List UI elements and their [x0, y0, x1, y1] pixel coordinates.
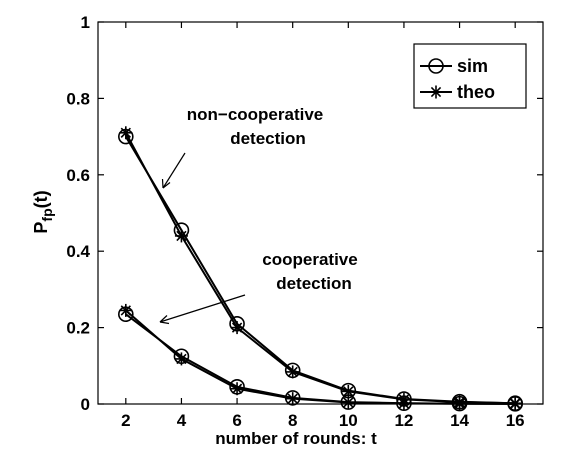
theo-point-star-icon [174, 229, 188, 243]
x-tick-label: 14 [450, 411, 469, 430]
x-tick-label: 6 [232, 411, 241, 430]
theo-point-star-icon-stroke [176, 353, 187, 365]
theo-point-star-icon [341, 395, 355, 409]
series-layer [118, 126, 523, 412]
annotation-coop-line2: detection [276, 274, 352, 293]
theo-point-star-icon-stroke [343, 397, 354, 408]
y-axis-label-suffix: (t) [31, 190, 51, 208]
theo-point-star-icon [174, 352, 188, 366]
annotation-coop-line1: cooperative [262, 250, 357, 269]
legend-theo-star-icon [429, 85, 443, 99]
theo-point-star-icon-stroke [120, 305, 131, 316]
y-axis-label-sub: fp [39, 208, 55, 221]
legend-star-shape [429, 85, 443, 99]
theo-point-star-icon [508, 397, 522, 411]
theo-point-star-icon [286, 392, 300, 406]
theo-point-star-icon [119, 303, 133, 317]
y-tick-label: 0.6 [66, 166, 90, 185]
annotations-layer: non−cooperative detection cooperative de… [159, 105, 358, 325]
theo-point-star-icon [453, 397, 467, 411]
theo-point-star-icon-stroke [398, 398, 410, 409]
series-line-non-cooperative-theo [124, 132, 516, 405]
legend-box [413, 43, 527, 109]
theo-point-star-icon-stroke [231, 322, 243, 333]
y-tick-label: 0.4 [66, 242, 90, 261]
legend-sim-label: sim [457, 56, 488, 76]
x-axis-label: number of rounds: t [215, 429, 377, 448]
annotation-noncoop-arrowhead-icon [161, 178, 171, 189]
legend-star-shape-stroke [430, 86, 442, 98]
y-axis-label: Pfp(t) [31, 190, 55, 233]
legend: sim theo [413, 43, 527, 109]
legend-sim-circle-icon [428, 58, 444, 74]
y-axis-ticks: 0 0.2 0.4 0.6 0.8 1 [66, 13, 543, 414]
y-axis-label-main: P [31, 222, 51, 234]
annotation-coop-arrowhead-icon [159, 315, 170, 325]
annotation-noncoop-line2: detection [230, 129, 306, 148]
theo-point-star-icon [230, 382, 244, 396]
x-axis-ticks: 2 4 6 8 10 12 14 16 [121, 22, 525, 430]
x-tick-label: 12 [394, 411, 413, 430]
x-tick-label: 8 [288, 411, 297, 430]
annotation-coop-arrow [159, 294, 246, 323]
annotation-noncoop-arrow [162, 152, 186, 189]
theo-point-star-icon [397, 396, 411, 410]
theo-point-star-icon-stroke [510, 398, 521, 410]
y-tick-label: 1 [81, 13, 90, 32]
theo-point-star-icon-stroke [287, 366, 298, 378]
theo-point-star-icon-stroke [287, 393, 298, 404]
x-tick-label: 16 [506, 411, 525, 430]
theo-point-star-icon-stroke [343, 386, 354, 397]
theo-point-star-icon-stroke [120, 127, 131, 138]
theo-point-star-icon [286, 365, 300, 379]
y-tick-label: 0.8 [66, 89, 90, 108]
x-tick-label: 10 [339, 411, 358, 430]
x-tick-label: 4 [177, 411, 187, 430]
theo-point-star-icon-stroke [454, 398, 465, 409]
theo-point-star-icon [230, 321, 244, 335]
theo-point-star-icon-stroke [231, 383, 243, 394]
series-line-cooperative-theo [125, 309, 516, 405]
x-tick-label: 2 [121, 411, 130, 430]
theo-point-star-icon-stroke [176, 230, 187, 242]
legend-theo-label: theo [457, 82, 495, 102]
annotation-noncoop-line1: non−cooperative [187, 105, 324, 124]
y-tick-label: 0 [81, 395, 90, 414]
theo-point-star-icon [119, 126, 133, 140]
y-tick-label: 0.2 [66, 319, 90, 338]
